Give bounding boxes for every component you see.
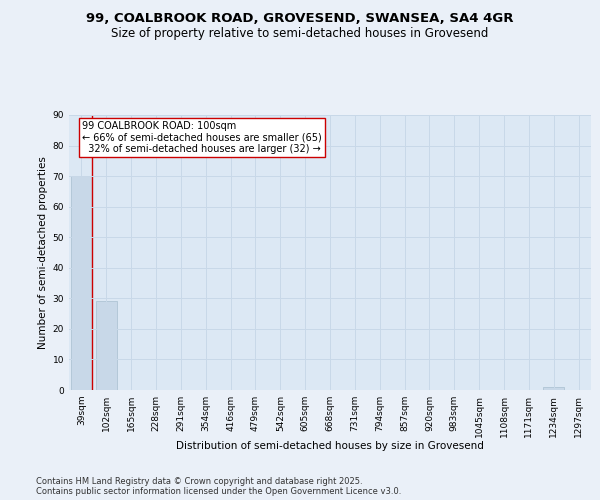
Bar <box>71 176 92 390</box>
Text: 99, COALBROOK ROAD, GROVESEND, SWANSEA, SA4 4GR: 99, COALBROOK ROAD, GROVESEND, SWANSEA, … <box>86 12 514 26</box>
Text: Size of property relative to semi-detached houses in Grovesend: Size of property relative to semi-detach… <box>112 28 488 40</box>
X-axis label: Distribution of semi-detached houses by size in Grovesend: Distribution of semi-detached houses by … <box>176 441 484 451</box>
Text: 99 COALBROOK ROAD: 100sqm
← 66% of semi-detached houses are smaller (65)
  32% o: 99 COALBROOK ROAD: 100sqm ← 66% of semi-… <box>82 121 322 154</box>
Text: Contains HM Land Registry data © Crown copyright and database right 2025.: Contains HM Land Registry data © Crown c… <box>36 477 362 486</box>
Y-axis label: Number of semi-detached properties: Number of semi-detached properties <box>38 156 49 349</box>
Bar <box>543 387 564 390</box>
Bar <box>96 302 117 390</box>
Text: Contains public sector information licensed under the Open Government Licence v3: Contains public sector information licen… <box>36 487 401 496</box>
